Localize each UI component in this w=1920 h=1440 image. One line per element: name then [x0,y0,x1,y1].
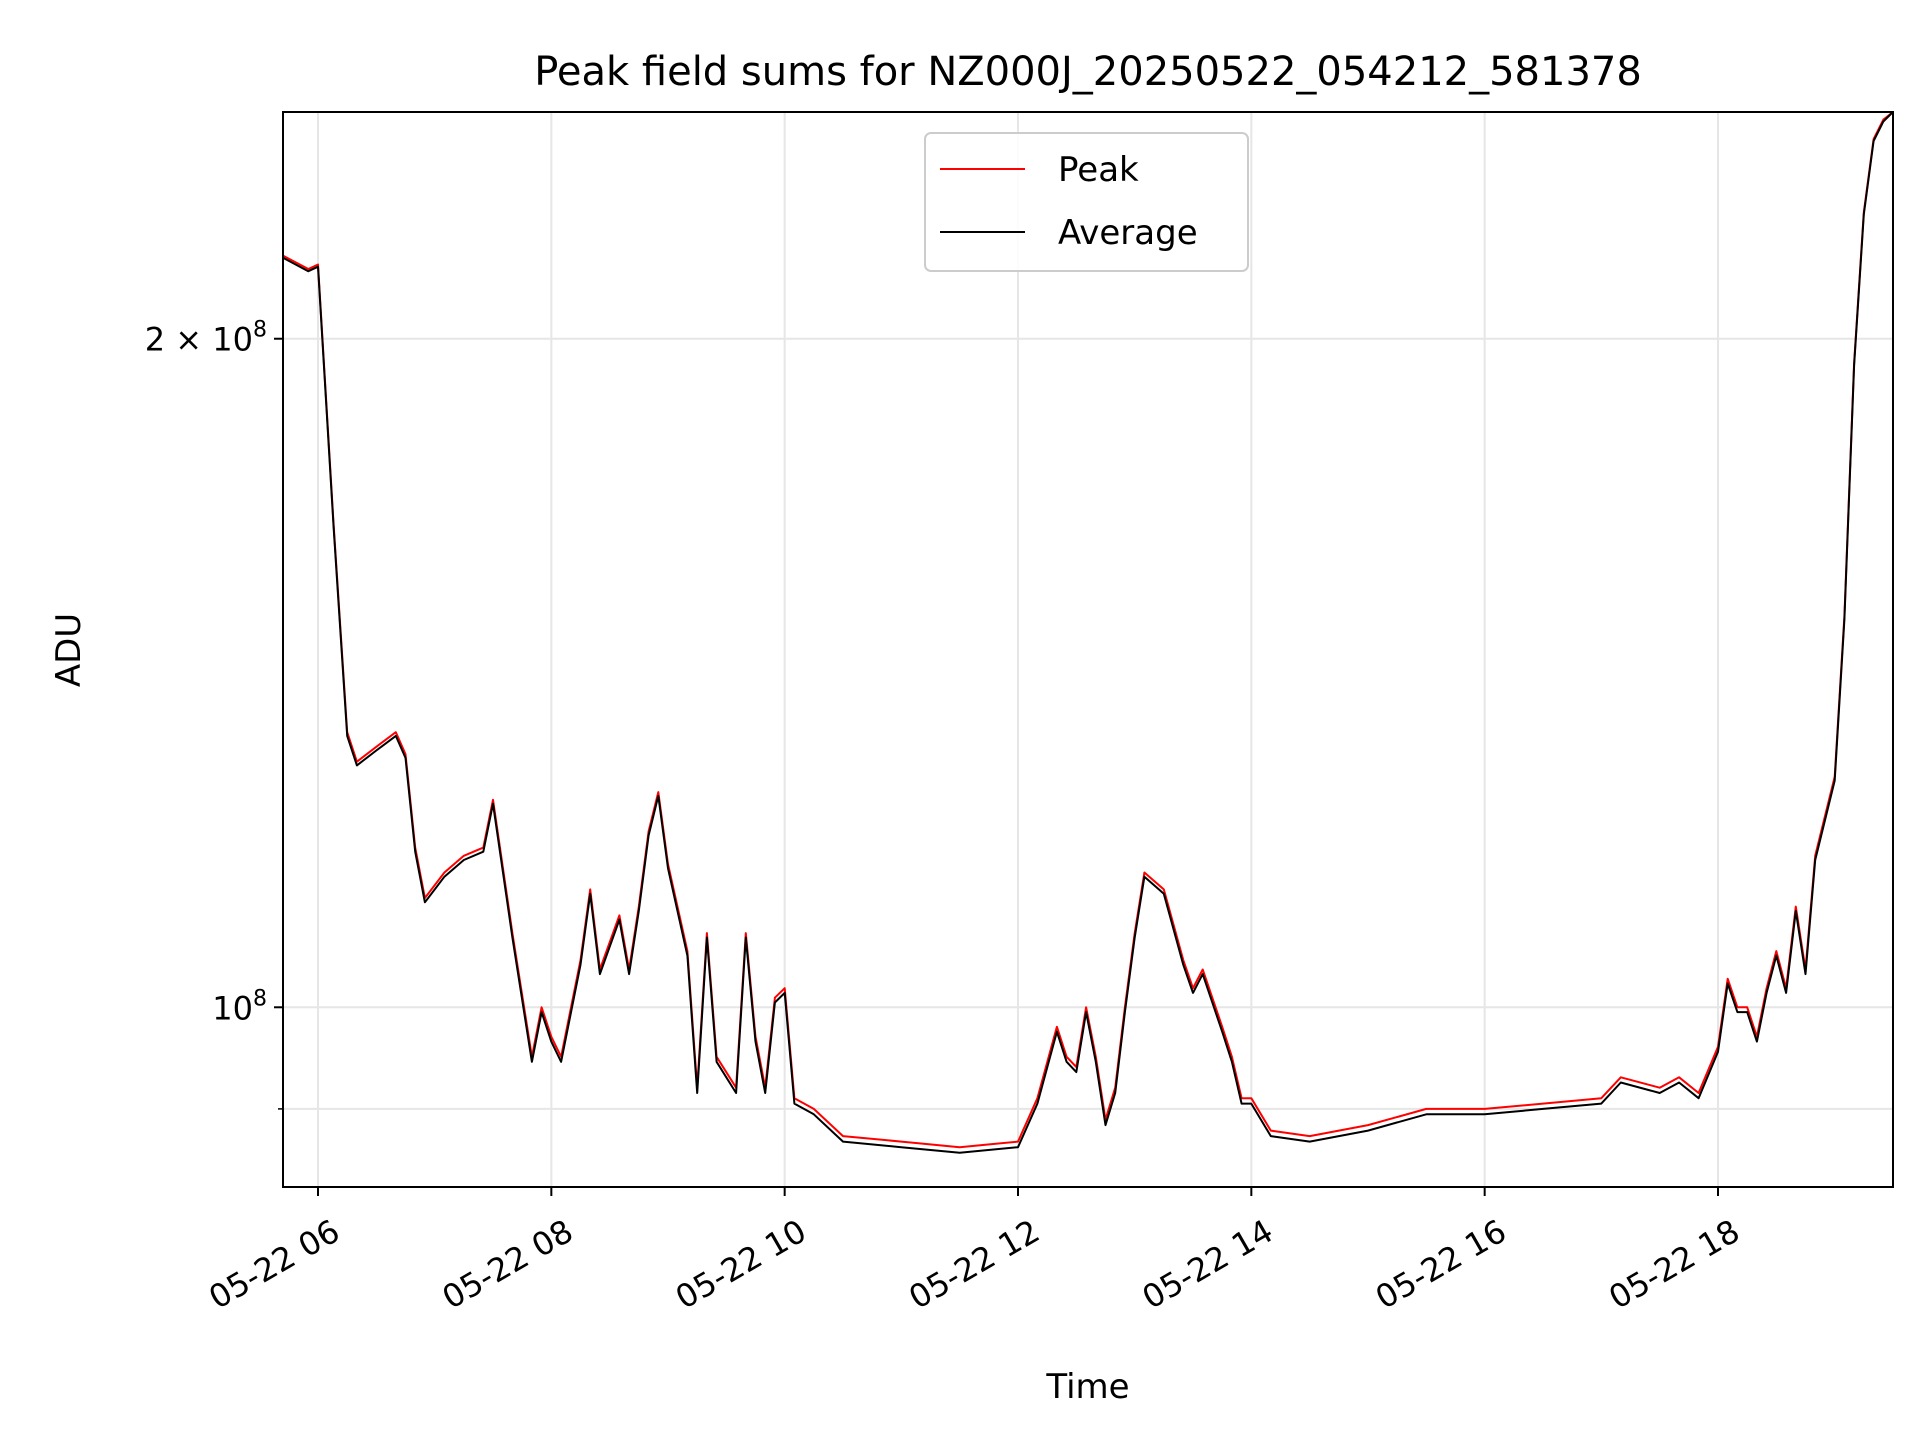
y-tick-label: 108 [212,986,267,1027]
plot-area-frame [282,111,1894,1188]
legend-box [924,132,1249,272]
y-axis: 108 2 × 108 [145,318,283,1110]
grid [283,112,1893,1187]
x-axis-label: Time [1045,1367,1129,1407]
series-line-average [283,112,1893,1154]
legend-label-peak: Peak [1058,150,1139,190]
y-tick-label: 2 × 108 [145,318,267,359]
series-layer [283,112,1893,1154]
legend: Peak Average [924,132,1249,272]
legend-label-average: Average [1058,213,1198,253]
chart-title: Peak field sums for NZ000J_20250522_0542… [534,49,1642,95]
y-axis-label: ADU [49,613,89,687]
